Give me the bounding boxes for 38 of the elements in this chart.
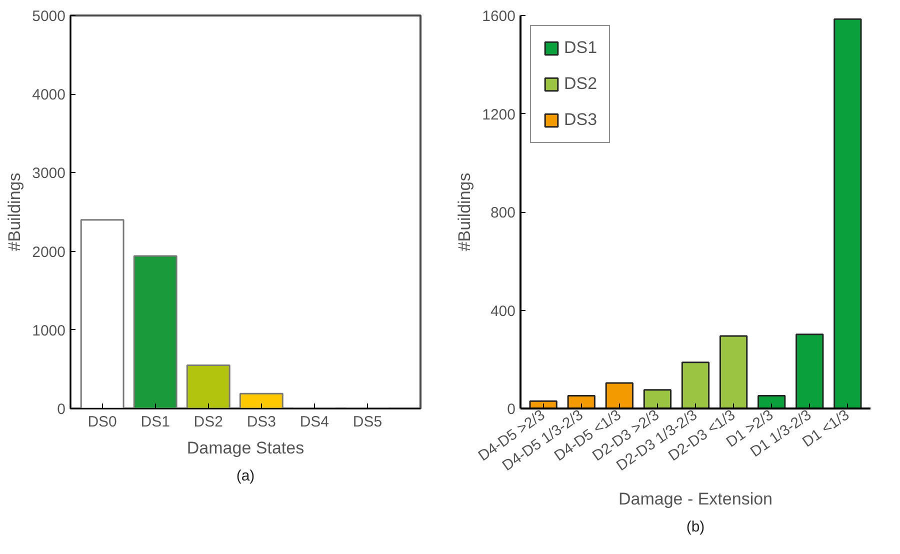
bar <box>80 219 124 408</box>
y-tick-label: 800 <box>490 204 516 222</box>
bar <box>567 394 596 408</box>
text: (a) <box>236 468 255 484</box>
bar <box>186 364 230 408</box>
x-tick-label: DS5 <box>352 414 382 430</box>
x-tick-label: DS2 <box>194 414 223 430</box>
y-tick-label: 0 <box>507 401 516 418</box>
y-tick-label: 2000 <box>32 244 66 261</box>
y-tick-label: 4000 <box>32 86 66 104</box>
bar <box>834 18 862 408</box>
bar <box>239 392 284 408</box>
bar <box>133 255 178 408</box>
y-tick-label: 3000 <box>32 165 66 182</box>
bar <box>719 335 748 408</box>
legend-label: DS1 <box>564 38 598 58</box>
x-tick-label: DS4 <box>300 414 330 430</box>
bar <box>758 394 786 408</box>
bar <box>643 389 672 408</box>
y-tick-label: 1200 <box>482 106 516 124</box>
y-axis-title: #Buildings <box>455 172 474 252</box>
bar <box>796 334 824 408</box>
y-tick-label: 0 <box>57 401 66 418</box>
y-tick-label: 5000 <box>32 8 66 25</box>
bar <box>605 382 634 408</box>
y-tick-label: 400 <box>490 302 516 320</box>
y-tick-label: 1600 <box>482 8 516 25</box>
y-axis-title: #Buildings <box>5 172 24 252</box>
x-axis-title: Damage States <box>186 438 304 458</box>
legend-label: DS2 <box>564 74 598 94</box>
x-tick-label: DS0 <box>88 414 117 430</box>
text: (b) <box>686 518 705 536</box>
legend-label: DS3 <box>564 110 598 130</box>
x-tick-label: DS3 <box>246 414 276 430</box>
x-tick-label: DS1 <box>140 414 170 430</box>
bar <box>681 362 710 408</box>
x-axis-title: Damage - Extension <box>618 489 773 508</box>
y-tick-label: 1000 <box>32 322 66 340</box>
